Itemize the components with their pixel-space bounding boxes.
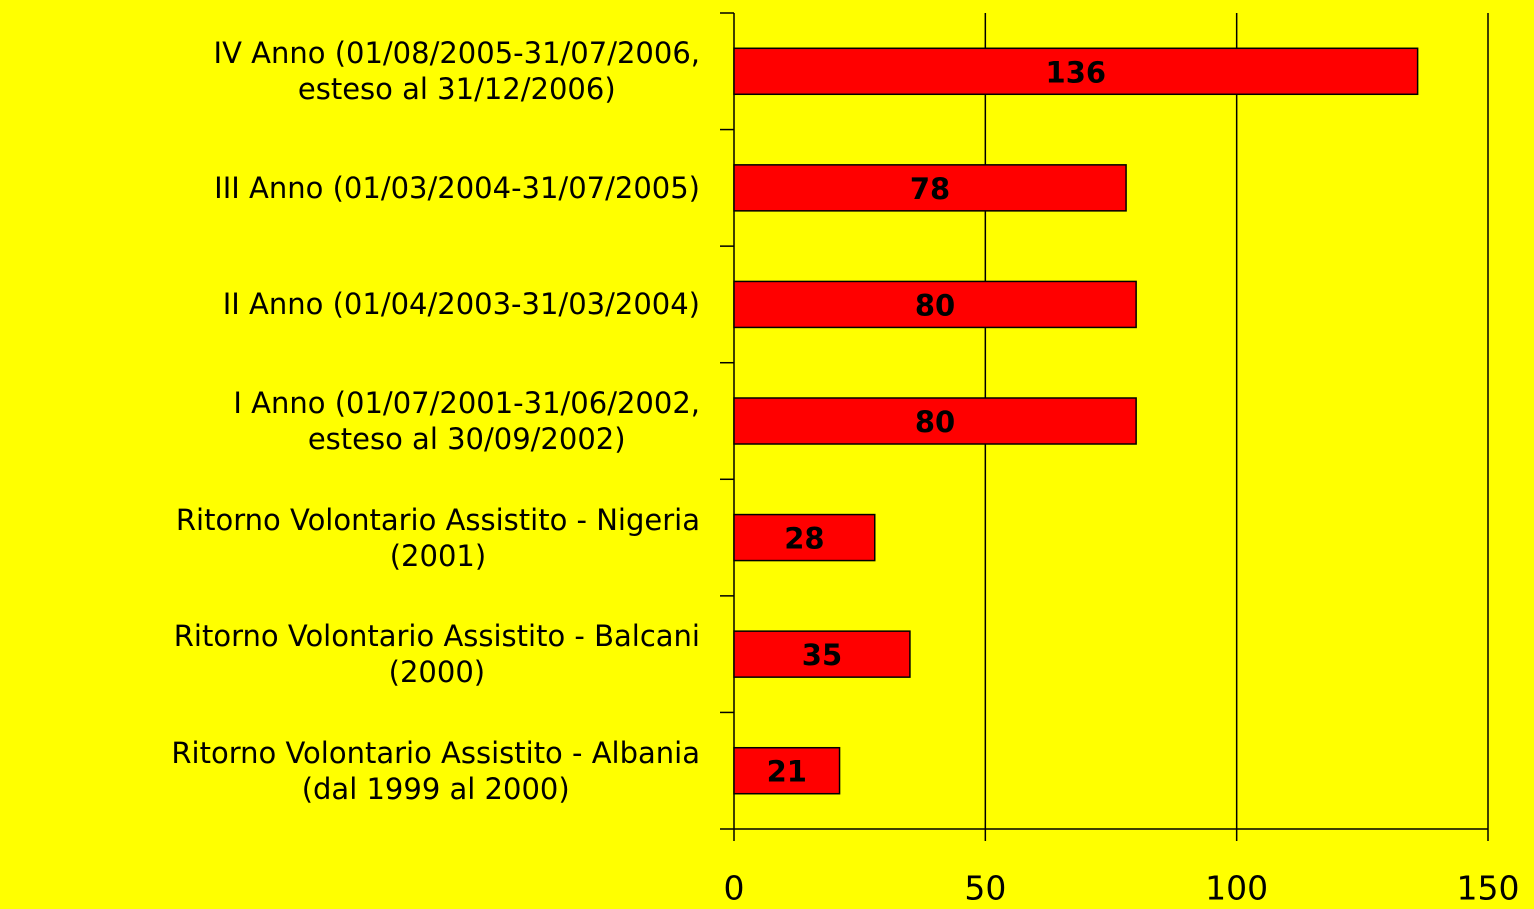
y-tick-label: Ritorno Volontario Assistito - Nigeria (… — [0, 502, 700, 574]
value-label: 28 — [784, 522, 824, 556]
x-tick-label: 150 — [1457, 869, 1520, 908]
bar — [733, 513, 876, 562]
category-label: I Anno (01/07/2001-31/06/2002, esteso al… — [233, 386, 700, 456]
bar — [733, 630, 911, 678]
value-label: 136 — [1046, 55, 1107, 89]
value-label: 35 — [802, 638, 842, 672]
y-tick-label: Ritorno Volontario Assistito - Albania (… — [0, 735, 700, 807]
bar — [733, 164, 1127, 212]
x-tick-label: 0 — [724, 869, 745, 908]
value-label: 80 — [915, 405, 955, 439]
category-label: Ritorno Volontario Assistito - Albania (… — [171, 735, 700, 806]
bar — [733, 746, 841, 795]
category-label: Ritorno Volontario Assistito - Balcani (… — [173, 619, 700, 690]
category-label: IV Anno (01/08/2005-31/07/2006, esteso a… — [213, 36, 700, 107]
y-tick-label: I Anno (01/07/2001-31/06/2002, esteso al… — [0, 385, 700, 457]
y-tick-label: II Anno (01/04/2003-31/03/2004) — [0, 286, 700, 322]
category-label: Ritorno Volontario Assistito - Nigeria (… — [175, 502, 700, 573]
value-label: 78 — [910, 172, 950, 206]
x-tick-label: 100 — [1205, 869, 1268, 908]
y-tick-label: Ritorno Volontario Assistito - Balcani (… — [0, 618, 700, 690]
value-label: 21 — [767, 755, 807, 789]
y-tick-label: IV Anno (01/08/2005-31/07/2006, esteso a… — [0, 35, 700, 107]
bar — [733, 280, 1137, 329]
value-label: 80 — [915, 288, 955, 322]
x-tick-label: 50 — [964, 869, 1006, 908]
category-label: III Anno (01/03/2004-31/07/2005) — [214, 170, 700, 205]
bar — [733, 397, 1137, 445]
y-tick-label: III Anno (01/03/2004-31/07/2005) — [0, 170, 700, 206]
bar — [733, 47, 1419, 96]
category-label: II Anno (01/04/2003-31/03/2004) — [222, 287, 700, 322]
